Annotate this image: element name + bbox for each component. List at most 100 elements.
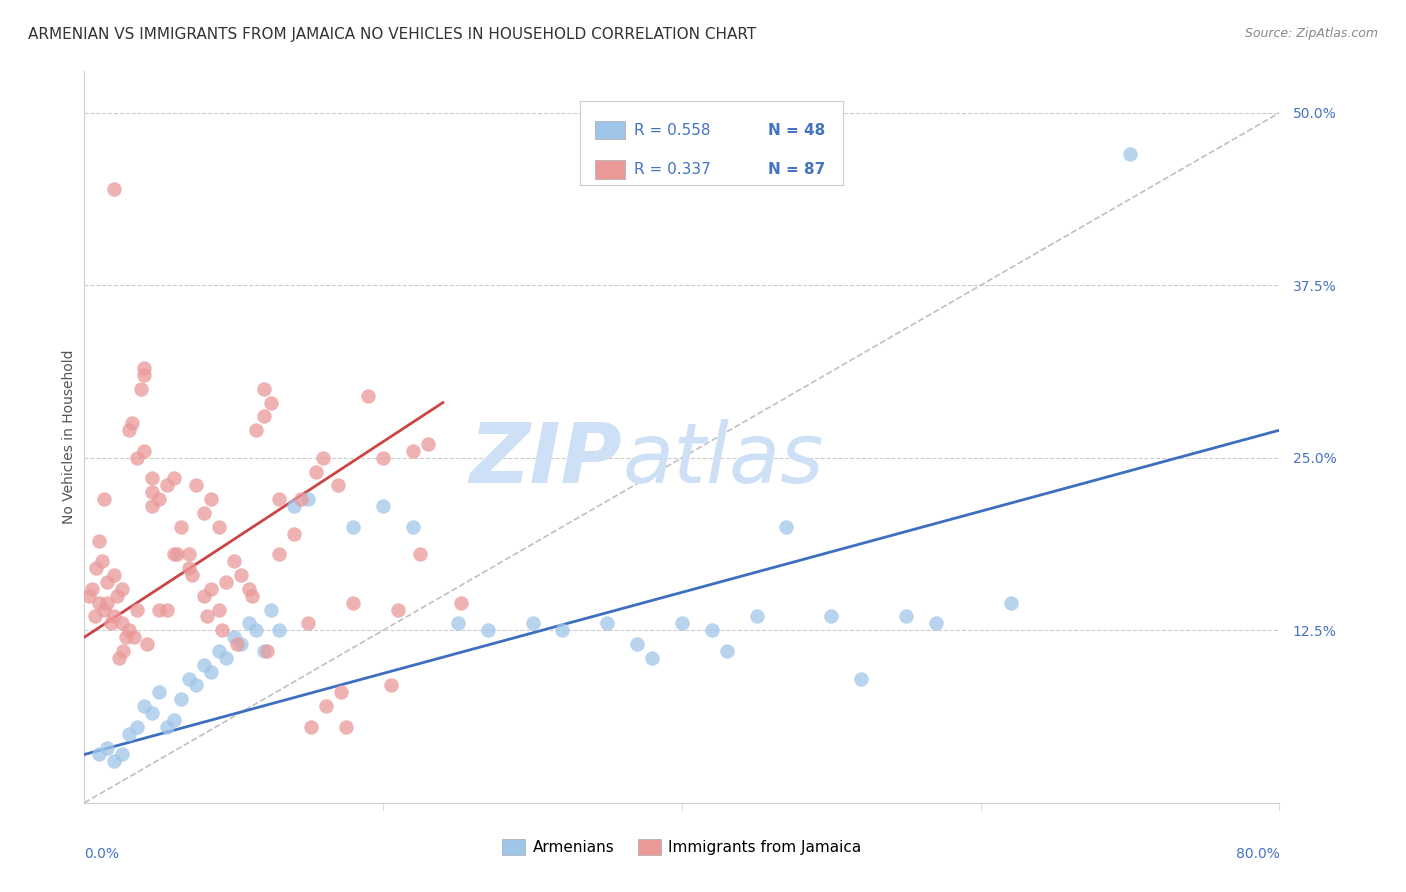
Point xyxy=(330,685,353,699)
Point xyxy=(96,740,118,755)
Point xyxy=(125,450,148,465)
Y-axis label: No Vehicles in Household: No Vehicles in Household xyxy=(62,350,76,524)
Point xyxy=(342,520,364,534)
Point xyxy=(297,616,319,631)
Point xyxy=(181,568,204,582)
Point xyxy=(522,616,544,631)
Point xyxy=(141,471,163,485)
Point xyxy=(447,616,470,631)
Point xyxy=(122,630,145,644)
Point xyxy=(267,624,290,638)
Point xyxy=(260,395,283,409)
Point xyxy=(129,382,152,396)
Point xyxy=(170,692,193,706)
Point xyxy=(163,471,186,485)
Point xyxy=(208,644,231,658)
Point xyxy=(111,582,134,596)
Point xyxy=(387,602,409,616)
Point xyxy=(195,609,218,624)
Point xyxy=(193,506,215,520)
Point xyxy=(132,443,156,458)
Text: Source: ZipAtlas.com: Source: ZipAtlas.com xyxy=(1244,27,1378,40)
Point xyxy=(402,443,425,458)
Text: R = 0.337: R = 0.337 xyxy=(634,162,711,178)
Point xyxy=(373,499,395,513)
Point xyxy=(1119,147,1142,161)
Point xyxy=(132,361,156,376)
Point xyxy=(96,574,118,589)
Point xyxy=(141,485,163,500)
Point xyxy=(380,678,402,692)
Point xyxy=(641,651,664,665)
Point xyxy=(215,651,238,665)
Text: ZIP: ZIP xyxy=(470,418,623,500)
Point xyxy=(170,520,193,534)
Point xyxy=(163,713,186,727)
Point xyxy=(626,637,648,651)
Point xyxy=(155,720,177,734)
Point xyxy=(89,747,111,762)
Point xyxy=(177,672,200,686)
Point xyxy=(93,602,115,616)
Point xyxy=(111,747,134,762)
Point xyxy=(222,554,245,568)
Point xyxy=(141,499,163,513)
Point xyxy=(200,492,222,507)
Point xyxy=(700,624,723,638)
Point xyxy=(222,630,245,644)
FancyBboxPatch shape xyxy=(595,161,624,178)
Point xyxy=(596,616,619,631)
Point xyxy=(100,616,122,631)
Point xyxy=(166,548,188,562)
Point xyxy=(86,561,108,575)
Point xyxy=(357,389,380,403)
FancyBboxPatch shape xyxy=(581,101,844,185)
Point xyxy=(193,589,215,603)
Point xyxy=(256,644,278,658)
Point xyxy=(96,596,118,610)
Point xyxy=(193,657,215,672)
Text: N = 87: N = 87 xyxy=(768,162,825,178)
Point xyxy=(260,602,283,616)
Point xyxy=(231,637,253,651)
Point xyxy=(1000,596,1022,610)
Point xyxy=(297,492,319,507)
Point xyxy=(238,616,260,631)
Point xyxy=(290,492,312,507)
Point xyxy=(342,596,364,610)
Point xyxy=(200,665,222,679)
Point xyxy=(238,582,260,596)
Point xyxy=(125,602,148,616)
Point xyxy=(148,492,170,507)
Point xyxy=(894,609,917,624)
Point xyxy=(208,602,231,616)
Point xyxy=(121,417,143,431)
Point xyxy=(186,478,208,492)
Point xyxy=(671,616,693,631)
Point xyxy=(716,644,738,658)
Point xyxy=(775,520,797,534)
Point xyxy=(115,630,138,644)
FancyBboxPatch shape xyxy=(595,121,624,139)
Point xyxy=(245,423,267,437)
Point xyxy=(477,624,499,638)
Point xyxy=(103,609,125,624)
Point xyxy=(745,609,768,624)
Point xyxy=(335,720,357,734)
Point xyxy=(402,520,425,534)
Point xyxy=(186,678,208,692)
Point xyxy=(240,589,263,603)
Point xyxy=(416,437,439,451)
Point xyxy=(267,492,290,507)
Point xyxy=(312,450,335,465)
Point xyxy=(125,720,148,734)
Point xyxy=(373,450,395,465)
Point xyxy=(112,644,135,658)
Point xyxy=(925,616,948,631)
Point xyxy=(305,465,328,479)
Point xyxy=(148,685,170,699)
Text: R = 0.558: R = 0.558 xyxy=(634,122,710,137)
Text: atlas: atlas xyxy=(623,418,824,500)
Point xyxy=(136,637,159,651)
Point xyxy=(245,624,267,638)
